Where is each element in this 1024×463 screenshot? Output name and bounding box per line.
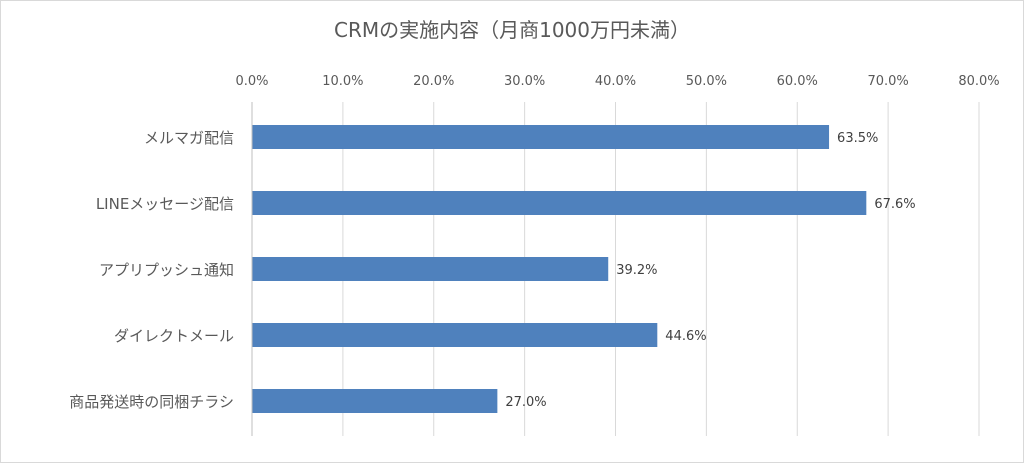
x-tick-label: 60.0% — [777, 74, 818, 89]
bar — [252, 191, 867, 215]
x-tick-label: 40.0% — [595, 74, 636, 89]
data-label: 27.0% — [505, 395, 546, 410]
x-tick-label: 10.0% — [322, 74, 363, 89]
bar — [252, 257, 609, 281]
data-label: 44.6% — [665, 329, 706, 344]
chart-title: CRMの実施内容（月商1000万円未満） — [333, 18, 690, 42]
x-tick-label: 0.0% — [235, 74, 268, 89]
data-label: 67.6% — [874, 197, 915, 212]
x-tick-label: 20.0% — [413, 74, 454, 89]
data-label: 39.2% — [616, 263, 657, 278]
x-tick-label: 30.0% — [504, 74, 545, 89]
x-tick-label: 80.0% — [958, 74, 999, 89]
category-label: 商品発送時の同梱チラシ — [69, 393, 234, 411]
x-tick-label: 70.0% — [867, 74, 908, 89]
bar — [252, 323, 658, 347]
bar — [252, 125, 830, 149]
category-label: アプリプッシュ通知 — [99, 261, 234, 279]
x-tick-label: 50.0% — [686, 74, 727, 89]
data-label: 63.5% — [837, 131, 878, 146]
category-label: メルマガ配信 — [144, 129, 234, 147]
category-label: LINEメッセージ配信 — [96, 195, 234, 213]
category-label: ダイレクトメール — [114, 327, 234, 345]
bar — [252, 389, 498, 413]
